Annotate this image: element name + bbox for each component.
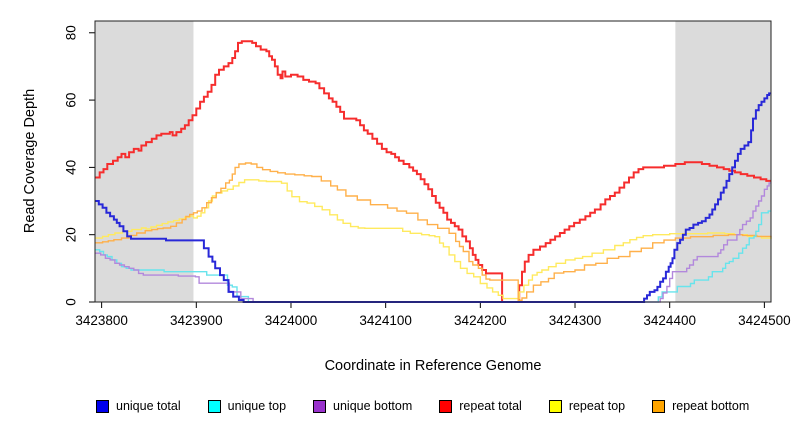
x-tick-label: 3423800 (75, 313, 128, 328)
x-tick-label: 3424500 (738, 313, 791, 328)
legend-label-unique-bottom: unique bottom (333, 399, 413, 413)
legend-item-unique-top: unique top (207, 399, 287, 413)
legend-item-repeat-top: repeat top (548, 399, 626, 413)
x-tick-label: 3424400 (643, 313, 696, 328)
legend-item-unique-total: unique total (96, 399, 181, 413)
x-tick-label: 3424000 (265, 313, 318, 328)
legend-item-unique-bottom: unique bottom (313, 399, 412, 413)
x-tick-label: 3424100 (359, 313, 412, 328)
legend-swatch-unique-total (96, 399, 109, 413)
series-line-repeat-bottom (95, 162, 772, 301)
x-tick-label: 3424200 (454, 313, 507, 328)
plot-box (94, 20, 772, 303)
y-tick-label: 40 (64, 160, 79, 175)
x-axis-title: Coordinate in Reference Genome (324, 358, 542, 374)
coverage-plot: 3423800 3423900 3424000 3424100 3424200 34243… (64, 20, 791, 328)
legend-swatch-repeat-top (548, 399, 562, 413)
y-tick-label: 0 (64, 298, 79, 306)
legend-item-repeat-bottom: repeat bottom (652, 399, 749, 413)
legend-label-unique-total: unique total (116, 399, 181, 413)
left-repeat-shade (95, 21, 194, 302)
series-line-repeat-total (95, 40, 771, 303)
y-axis-title: Read Coverage Depth (22, 88, 38, 234)
legend: unique total unique top unique bottom repea… (96, 399, 749, 413)
legend-label-repeat-bottom: repeat bottom (672, 399, 750, 413)
x-tick-label: 3424300 (549, 313, 602, 328)
legend-label-repeat-total: repeat total (459, 399, 522, 413)
legend-label-unique-top: unique top (227, 399, 287, 413)
legend-item-repeat-total: repeat total (439, 399, 522, 413)
legend-swatch-unique-top (207, 399, 221, 413)
series-line-unique-bottom (95, 182, 771, 303)
legend-swatch-unique-bottom (313, 399, 327, 413)
y-tick-label: 60 (64, 93, 79, 108)
y-tick-label: 80 (64, 25, 79, 40)
x-tick-label: 3423900 (170, 313, 223, 328)
series-line-unique-total (95, 92, 771, 303)
legend-label-repeat-top: repeat top (568, 399, 626, 413)
y-tick-label: 20 (64, 227, 79, 242)
legend-swatch-repeat-total (439, 399, 453, 413)
legend-swatch-repeat-bottom (652, 399, 666, 413)
